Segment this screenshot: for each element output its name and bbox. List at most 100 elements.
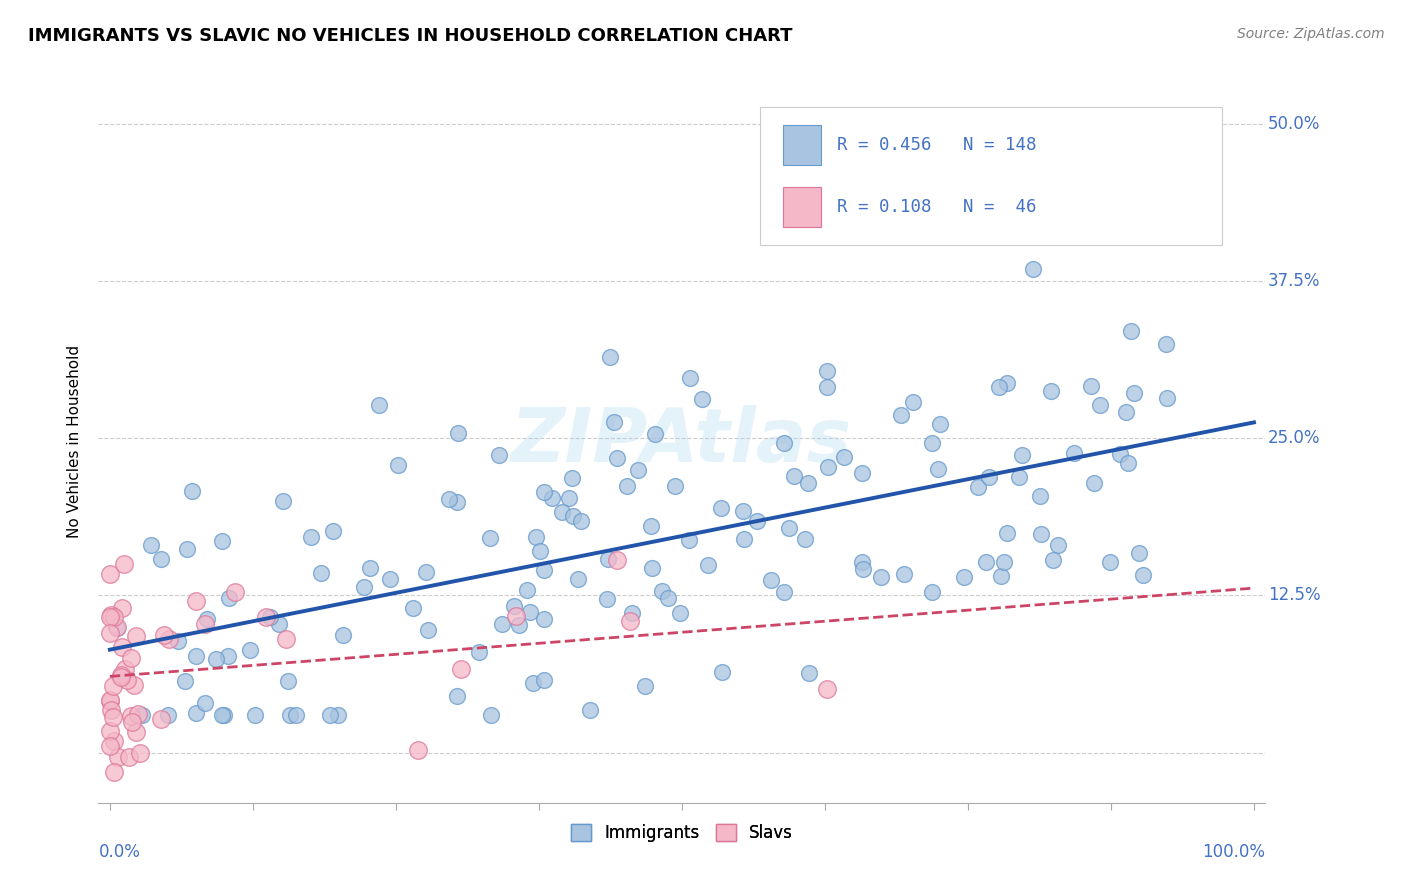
Text: 50.0%: 50.0% — [1268, 115, 1320, 133]
Point — [977, 470, 1000, 484]
Point — [479, 707, 502, 722]
Point — [120, 651, 142, 665]
Point — [995, 376, 1018, 390]
Point — [893, 566, 915, 581]
Point — [488, 449, 510, 463]
Point — [110, 670, 132, 684]
Point — [797, 475, 820, 490]
Point — [100, 608, 122, 623]
Point — [1021, 261, 1043, 276]
Point — [214, 707, 236, 722]
Point — [794, 532, 817, 546]
Point — [669, 606, 692, 620]
Point — [125, 629, 148, 643]
Text: 37.5%: 37.5% — [1268, 272, 1320, 290]
Point — [402, 601, 425, 615]
Text: 100.0%: 100.0% — [1202, 843, 1265, 861]
Point — [953, 570, 976, 584]
Point — [1011, 448, 1033, 462]
Point — [690, 392, 713, 407]
Point — [243, 707, 266, 722]
Point — [901, 395, 924, 409]
Point — [620, 606, 643, 620]
Point — [181, 484, 204, 499]
Point — [353, 580, 375, 594]
Point — [797, 666, 820, 681]
Point — [98, 626, 121, 640]
Point — [110, 668, 132, 682]
Point — [150, 551, 173, 566]
Point — [153, 627, 176, 641]
Point — [783, 468, 806, 483]
Point — [479, 531, 502, 545]
Point — [815, 682, 838, 697]
Point — [733, 532, 755, 546]
Point — [131, 707, 153, 722]
Point — [176, 542, 198, 557]
Point — [184, 594, 207, 608]
Point — [120, 708, 142, 723]
Point — [156, 707, 179, 722]
Point — [852, 562, 875, 576]
Point — [1128, 545, 1150, 559]
Point — [100, 703, 122, 717]
Point — [1088, 398, 1111, 412]
Point — [1132, 568, 1154, 582]
Point — [103, 734, 125, 748]
Point — [967, 480, 990, 494]
Point — [529, 544, 551, 558]
Point — [367, 398, 389, 412]
Text: 12.5%: 12.5% — [1268, 586, 1320, 605]
Point — [761, 573, 783, 587]
Point — [111, 601, 134, 615]
Point — [988, 380, 1011, 394]
Point — [890, 409, 912, 423]
Point — [522, 675, 544, 690]
Point — [505, 608, 527, 623]
Point — [596, 592, 619, 607]
Point — [1007, 470, 1029, 484]
Point — [533, 563, 555, 577]
Point — [437, 491, 460, 506]
Point — [851, 467, 873, 481]
Point — [415, 566, 437, 580]
Point — [299, 530, 322, 544]
Point — [541, 491, 564, 505]
Point — [596, 552, 619, 566]
Point — [558, 491, 581, 506]
Point — [503, 599, 526, 613]
Point — [627, 463, 650, 477]
Point — [1099, 555, 1122, 569]
Point — [657, 591, 679, 605]
Point — [851, 555, 873, 569]
Point — [815, 380, 838, 394]
Point — [1029, 489, 1052, 503]
Point — [98, 693, 121, 707]
Point — [277, 673, 299, 688]
Point — [322, 524, 344, 538]
Point — [990, 568, 1012, 582]
Point — [211, 534, 233, 549]
Point — [114, 558, 136, 572]
Point — [141, 538, 163, 552]
Point — [533, 484, 555, 499]
Point — [921, 436, 943, 450]
Point — [326, 707, 349, 722]
Point — [184, 706, 207, 721]
Point — [378, 572, 401, 586]
FancyBboxPatch shape — [761, 107, 1222, 245]
Point — [98, 609, 121, 624]
Point — [450, 662, 472, 676]
Point — [634, 680, 657, 694]
Point — [101, 710, 124, 724]
Point — [619, 615, 641, 629]
Point — [1154, 337, 1177, 351]
Point — [1116, 456, 1139, 470]
Point — [603, 415, 626, 429]
Point — [773, 585, 796, 599]
Point — [1115, 405, 1137, 419]
Point — [640, 519, 662, 533]
Point — [1108, 447, 1130, 461]
Point — [733, 504, 755, 518]
Point — [516, 583, 538, 598]
